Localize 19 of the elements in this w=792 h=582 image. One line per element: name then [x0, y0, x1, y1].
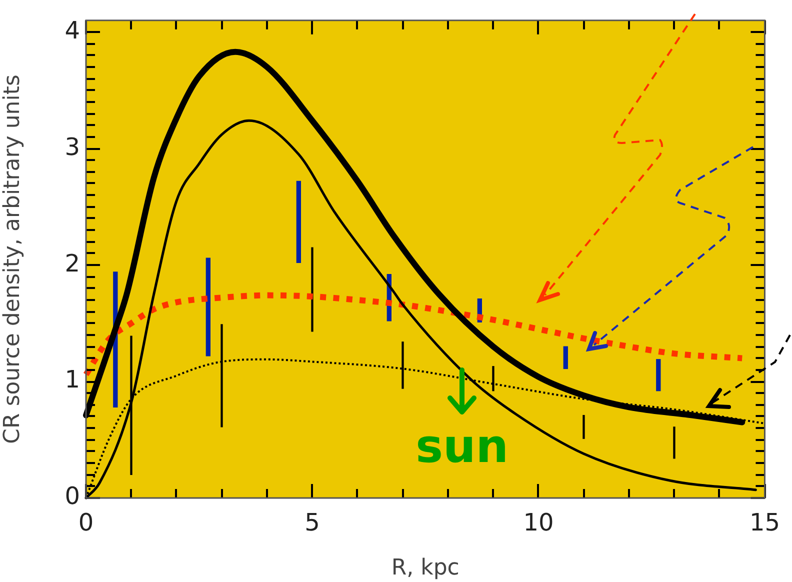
bar: [673, 426, 676, 459]
x-tick-label: 5: [304, 508, 320, 537]
bar: [582, 414, 585, 439]
y-tick-label: 2: [64, 249, 80, 278]
y-tick-label: 1: [64, 366, 80, 394]
bar: [492, 366, 494, 392]
bar: [563, 346, 568, 370]
y-tick-label: 0: [64, 482, 80, 510]
bar: [206, 258, 210, 356]
bar: [311, 247, 314, 332]
x-axis-title: R, kpc: [391, 556, 460, 581]
bar: [296, 180, 301, 264]
y-tick-label: 3: [64, 132, 80, 161]
annotation: sun: [416, 418, 508, 473]
x-tick-label: 15: [749, 508, 780, 537]
y-axis-title: CR source density, arbitrary units: [0, 74, 25, 444]
y-tick-label: 4: [64, 16, 80, 44]
x-tick-label: 10: [523, 508, 554, 537]
bar: [656, 359, 661, 392]
